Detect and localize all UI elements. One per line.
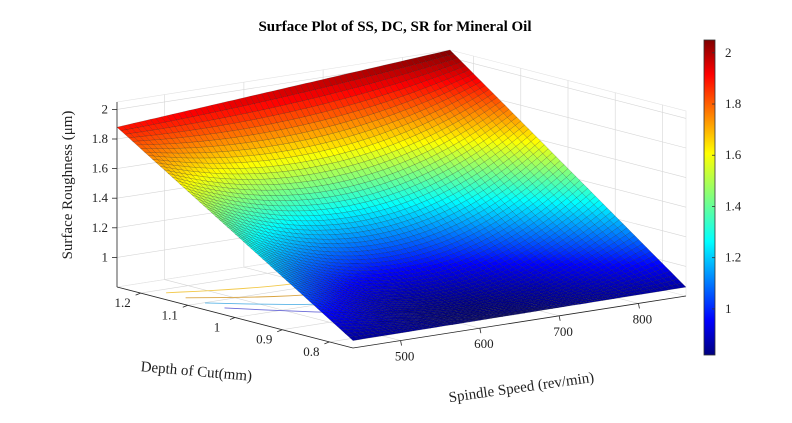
- y-tick-mark: [135, 292, 141, 296]
- x-tick-label: 700: [553, 324, 573, 339]
- surface-patch: [348, 336, 359, 341]
- y-tick-mark: [229, 317, 236, 320]
- y-tick-mark: [277, 329, 283, 333]
- x-axis-line: [352, 295, 687, 349]
- x-tick-mark: [400, 340, 402, 346]
- y-tick-label: 1: [214, 320, 221, 335]
- colorbar: 1 1.2 1.4 1.6 1.8 2: [703, 39, 742, 356]
- z-tick-label: 1.4: [92, 190, 109, 205]
- colorbar-gradient: [703, 39, 716, 356]
- x-tick-mark: [479, 328, 482, 334]
- z-tick-label: 2: [102, 101, 109, 116]
- colorbar-ticks: 1 1.2 1.4 1.6 1.8 2: [712, 45, 742, 316]
- z-tick-label: 1: [102, 249, 109, 264]
- x-axis-label: Spindle Speed (rev/min): [448, 370, 595, 406]
- x-tick-label: 800: [633, 311, 653, 326]
- y-tick-label: 0.9: [256, 332, 272, 347]
- y-tick-mark: [324, 341, 330, 345]
- colorbar-tick-label: 1.4: [725, 198, 742, 213]
- colorbar-tick-label: 1.2: [725, 250, 741, 265]
- x-tick-label: 500: [395, 349, 415, 364]
- colorbar-tick-label: 1.6: [725, 147, 742, 162]
- y-tick-label: 0.8: [303, 344, 319, 359]
- surface-mesh: [116, 49, 687, 341]
- x-tick-label: 600: [474, 336, 494, 351]
- chart-title: Surface Plot of SS, DC, SR for Mineral O…: [258, 19, 531, 35]
- z-axis-label: Surface Roughness (μm): [60, 111, 76, 260]
- x-tick-mark: [638, 303, 640, 309]
- z-tick-label: 1.2: [92, 220, 108, 235]
- y-tick-mark: [182, 304, 188, 308]
- y-axis-label: Depth of Cut(mm): [140, 359, 253, 385]
- colorbar-tick-label: 1.8: [725, 96, 741, 111]
- floor-contour-1: [166, 280, 310, 294]
- z-tick-label: 1.8: [92, 131, 108, 146]
- y-tick-label: 1.1: [162, 307, 178, 322]
- colorbar-tick-label: 2: [725, 45, 732, 60]
- colorbar-tick-label: 1: [725, 301, 732, 316]
- z-tick-label: 1.6: [92, 161, 109, 176]
- y-tick-label: 1.2: [114, 295, 130, 310]
- x-tick-mark: [558, 315, 561, 321]
- axis-ticks: 500 600 700 800 0.8 0.9 1 1.1 1.2 1 1.2 1.4 1.6 1.8 2: [92, 101, 652, 363]
